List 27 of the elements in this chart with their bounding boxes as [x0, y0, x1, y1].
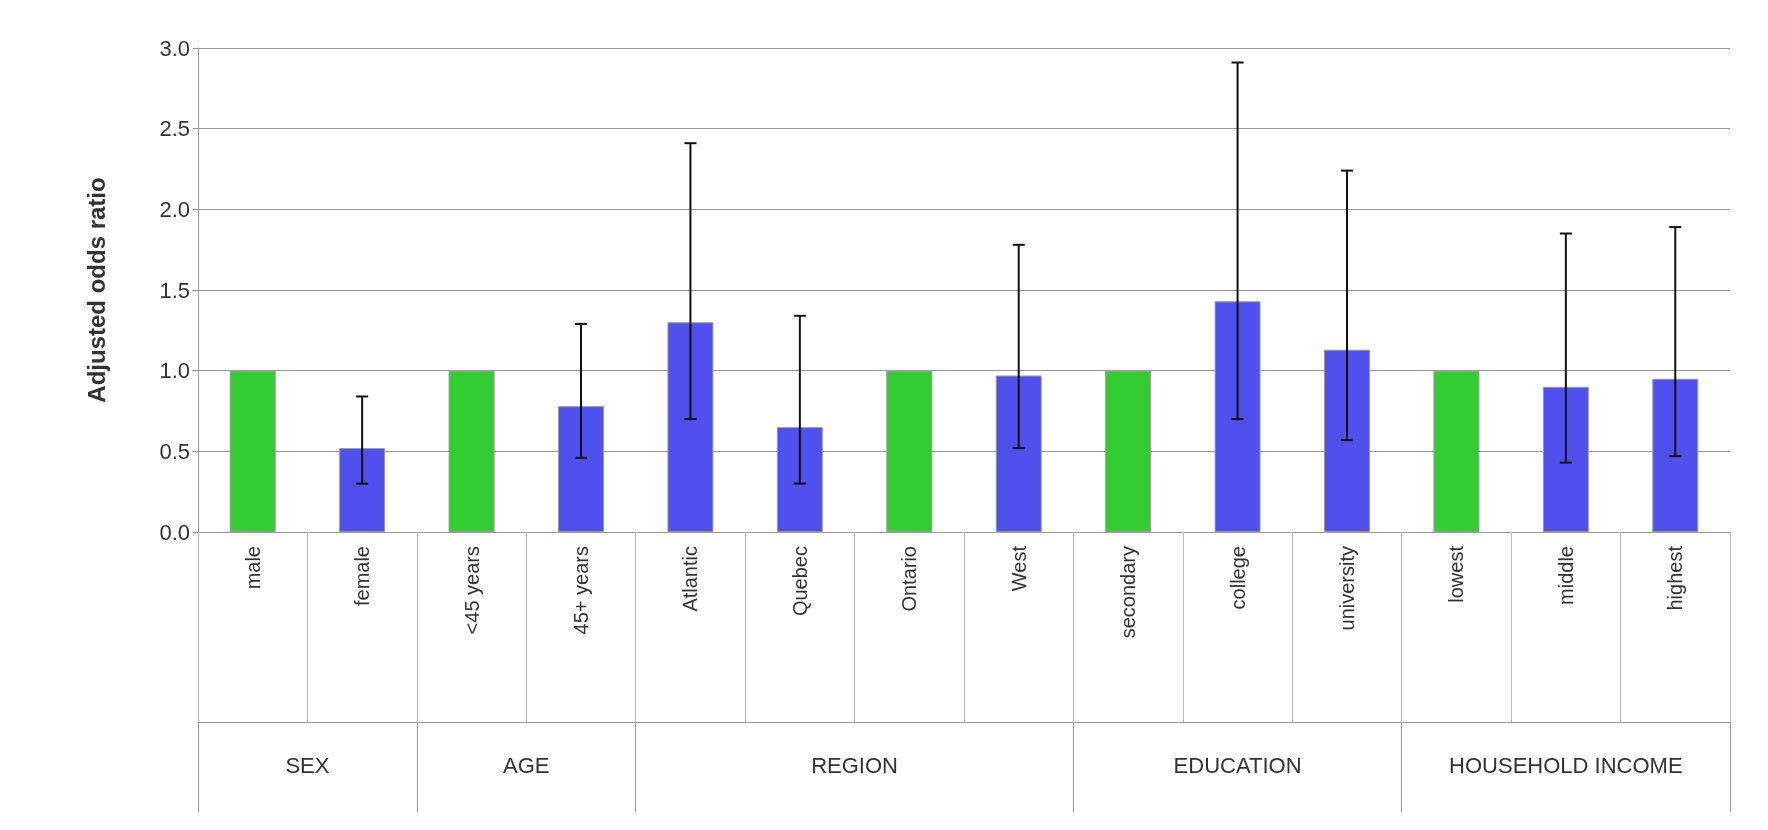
x-tick-label: <45 years [460, 546, 483, 635]
x-tick-label: male [241, 546, 264, 590]
x-tick-label: university [1336, 546, 1358, 631]
x-tick-label: 45+ years [570, 546, 592, 635]
x-tick-label: secondary [1117, 546, 1140, 639]
text: SEX [285, 752, 330, 778]
x-tick-label: college [1226, 546, 1249, 610]
y-tick-label: 2.0 [159, 196, 190, 222]
text: REGION [811, 752, 898, 778]
x-tick-label: West [1007, 545, 1030, 592]
y-tick-label: 0.5 [159, 438, 190, 464]
x-tick-label: Quebec [788, 546, 811, 617]
y-tick-label: 2.5 [159, 116, 190, 142]
x-tick-label: female [351, 546, 374, 607]
y-tick-label: 1.5 [159, 277, 190, 303]
x-tick-label: Atlantic [679, 546, 702, 612]
text: HOUSEHOLD INCOME [1449, 752, 1683, 778]
x-tick-label: highest [1664, 545, 1687, 611]
text: EDUCATION [1173, 752, 1302, 778]
y-tick-label: 1.0 [159, 358, 190, 384]
x-tick-label: Ontario [898, 546, 921, 612]
text: AGE [503, 752, 550, 778]
y-axis-title: Adjusted odds ratio [82, 177, 110, 403]
x-tick-label: middle [1554, 546, 1577, 605]
y-tick-label: 3.0 [159, 35, 190, 61]
x-tick-label: lowest [1445, 545, 1468, 603]
y-tick-label: 0.0 [159, 519, 190, 545]
